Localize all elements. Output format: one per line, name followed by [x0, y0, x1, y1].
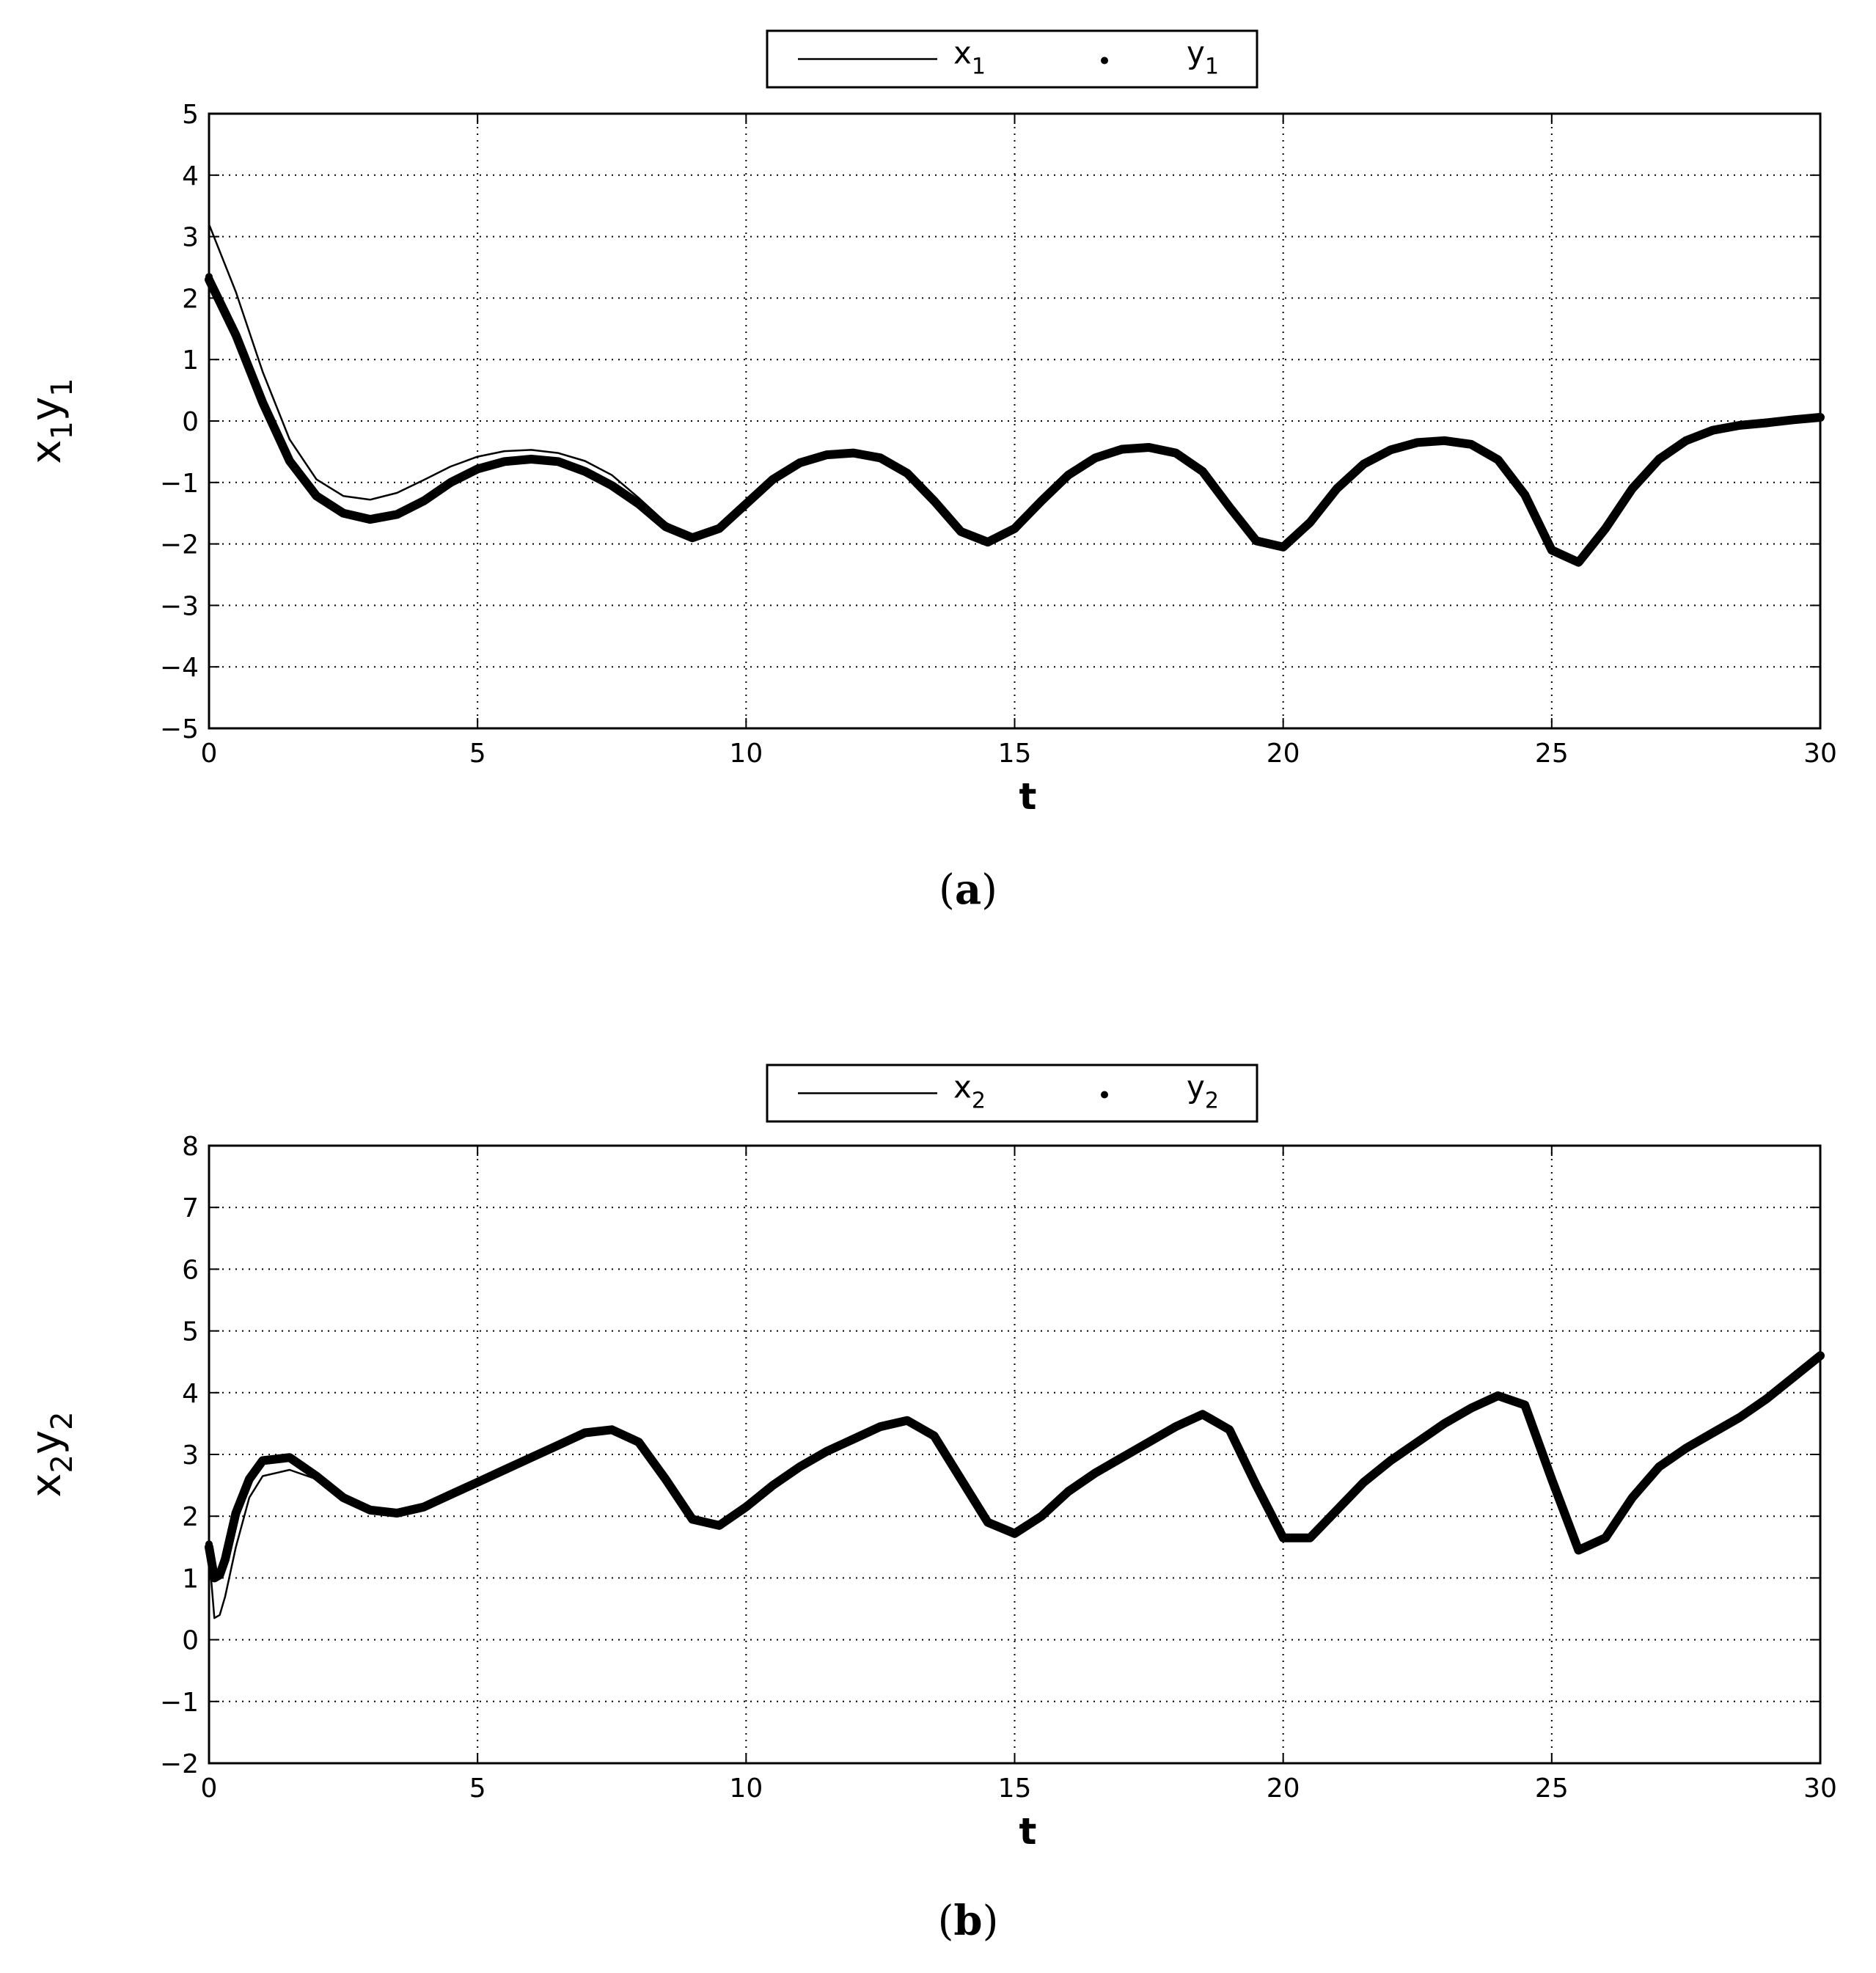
x-tick-label: 15 — [998, 1773, 1032, 1804]
y-tick-label: 5 — [182, 1317, 199, 1347]
x-tick-label: 5 — [469, 739, 486, 769]
y-tick-label: 3 — [182, 1441, 199, 1471]
x-tick-label: 20 — [1267, 1773, 1300, 1804]
y-tick-label: 3 — [182, 223, 199, 253]
legend-label-y1-base: y — [1187, 35, 1205, 71]
x-tick-label: 10 — [729, 1773, 763, 1804]
legend-label-x1: x1 — [953, 35, 986, 80]
x-tick-label: 20 — [1267, 739, 1300, 769]
y-tick-label: 0 — [182, 407, 199, 437]
legend-label-y2-base: y — [1187, 1069, 1205, 1105]
panel-caption: (a) — [939, 865, 997, 914]
y-tick-label: 7 — [182, 1193, 199, 1223]
legend-label-y2-sub: 2 — [1205, 1088, 1219, 1114]
y-axis-label-var: x — [23, 1473, 70, 1497]
x-tick-label: 0 — [201, 1773, 218, 1804]
legend-label-x1-base: x — [953, 35, 972, 71]
y-axis-label-text: x1y1 — [23, 378, 79, 464]
x-tick-label: 30 — [1803, 1773, 1837, 1804]
series-line-y1 — [205, 275, 1825, 567]
legend-label-y1: y1 — [1187, 35, 1219, 80]
legend-label-x2-sub: 2 — [972, 1088, 986, 1114]
legend-dot-sample — [1101, 1091, 1108, 1099]
legend: x2 y2 — [766, 1064, 1258, 1123]
y-tick-label: −3 — [160, 591, 199, 621]
legend-label-x2-base: x — [953, 1069, 972, 1105]
y-tick-label: −4 — [160, 653, 199, 683]
legend: x1 y1 — [766, 29, 1258, 89]
caption-paren-close: ) — [981, 866, 997, 914]
y-axis-label-sub: 1 — [45, 378, 79, 396]
legend-dot-sample — [1101, 56, 1108, 65]
y-axis-label-text: x2y2 — [23, 1411, 79, 1497]
y-tick-label: 4 — [182, 1379, 199, 1409]
legend-label-x2: x2 — [953, 1069, 986, 1114]
y-axis-label-sub: 2 — [45, 1411, 79, 1430]
x-tick-label: 10 — [729, 739, 763, 769]
y-axis-label-var: y — [23, 397, 70, 421]
series-line-y2 — [205, 1351, 1825, 1583]
x-tick-label: 15 — [998, 739, 1032, 769]
caption-letter: b — [953, 1897, 982, 1945]
y-tick-label: −1 — [160, 1688, 199, 1718]
y-tick-label: −2 — [160, 530, 199, 560]
y-tick-label: 5 — [182, 100, 199, 130]
caption-paren-close: ) — [983, 1897, 999, 1945]
caption-paren-open: ( — [938, 1897, 954, 1945]
legend-label-y2: y2 — [1187, 1069, 1219, 1114]
x-tick-label: 5 — [469, 1773, 486, 1804]
y-tick-label: 0 — [182, 1626, 199, 1656]
x-tick-label: 0 — [201, 739, 218, 769]
legend-label-x1-sub: 1 — [972, 54, 986, 80]
x-axis-label: t — [1019, 1810, 1037, 1853]
y-tick-label: 2 — [182, 284, 199, 314]
y-tick-label: 4 — [182, 161, 199, 191]
y-tick-label: 6 — [182, 1255, 199, 1285]
y-axis-label-sub: 2 — [45, 1454, 79, 1473]
caption-letter: a — [955, 865, 981, 914]
y-tick-label: −2 — [160, 1749, 199, 1779]
x-tick-label: 25 — [1535, 1773, 1569, 1804]
legend-label-y1-sub: 1 — [1205, 54, 1219, 80]
caption-paren-open: ( — [939, 866, 955, 914]
y-tick-label: −1 — [160, 469, 199, 499]
panel-caption: (b) — [938, 1897, 999, 1945]
y-axis-label-var: y — [23, 1430, 70, 1454]
x-tick-label: 25 — [1535, 739, 1569, 769]
y-tick-label: 8 — [182, 1132, 199, 1162]
y-axis-label: x2y2 — [23, 1411, 79, 1497]
y-axis-label: x1y1 — [23, 378, 79, 464]
y-axis-label-sub: 1 — [45, 421, 79, 439]
y-tick-label: 2 — [182, 1502, 199, 1532]
y-axis-label-var: x — [23, 439, 70, 464]
x-axis-label: t — [1019, 775, 1037, 818]
y-tick-label: −5 — [160, 714, 199, 744]
y-tick-label: 1 — [182, 1564, 199, 1594]
x-tick-label: 30 — [1803, 739, 1837, 769]
y-tick-label: 1 — [182, 345, 199, 376]
